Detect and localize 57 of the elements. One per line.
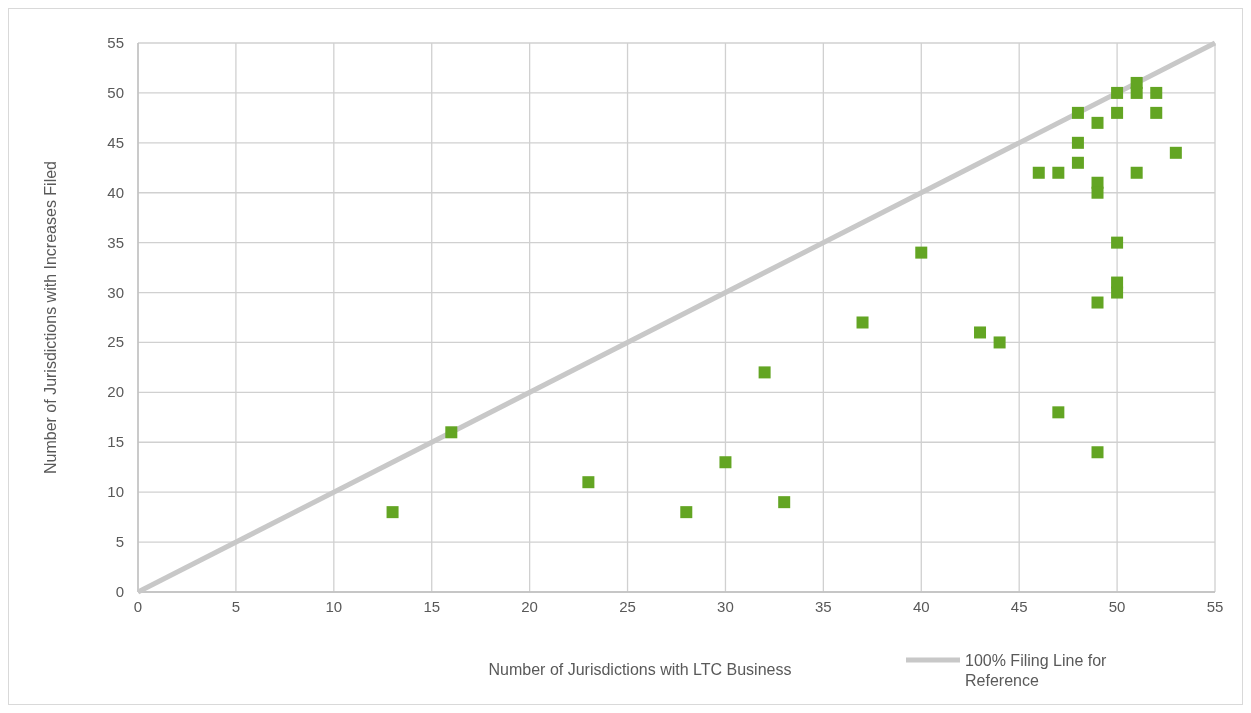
point [1091,446,1104,459]
point [1130,86,1143,99]
y-tick-label: 20 [107,383,124,401]
y-tick-label: 30 [107,283,124,301]
y-tick-label: 35 [107,233,124,251]
y-axis-title: Number of Jurisdictions with Increases Filed [42,160,59,475]
point [1071,156,1084,169]
y-tick-label: 10 [107,483,124,501]
y-tick-label: 25 [107,333,124,351]
legend-label: 100% Filing Line for Reference [965,652,1108,689]
point [1071,136,1084,149]
point [386,506,399,519]
point [856,316,869,329]
point [719,456,732,469]
point [1052,166,1065,179]
x-tick-label: 35 [815,598,832,615]
x-tick-label: 55 [1206,598,1224,615]
point [778,496,791,509]
point [1150,106,1163,119]
point [1111,106,1124,119]
y-tick-label: 0 [115,583,124,600]
x-tick-label: 25 [619,598,636,615]
x-tick-label: 10 [325,598,343,615]
point [974,326,987,339]
point [1130,166,1143,179]
y-tick-label: 50 [107,83,124,101]
point [1091,116,1104,129]
point [915,246,928,259]
x-tick-label: 50 [1108,598,1126,615]
point [1169,146,1182,159]
x-tick-label: 20 [521,598,538,615]
y-tick-label: 15 [107,433,124,451]
y-tick-label: 5 [115,533,124,551]
point [1091,296,1104,309]
point [1111,86,1124,99]
point [1052,406,1065,419]
x-tick-label: 45 [1010,598,1028,615]
x-tick-label: 40 [912,598,930,615]
point [993,336,1006,349]
point [1111,286,1124,299]
point [1150,86,1163,99]
x-tick-label: 30 [717,598,734,615]
point [1091,186,1104,199]
point [1032,166,1045,179]
x-tick-label: 5 [231,598,241,615]
point [1071,106,1084,119]
point [758,366,771,379]
y-tick-label: 55 [107,34,124,51]
point [582,476,595,489]
x-axis-title: Number of Jurisdictions with LTC Business [488,661,792,678]
point [680,506,693,519]
y-tick-label: 40 [107,183,124,201]
x-tick-label: 15 [423,598,441,615]
point [445,426,458,439]
point [1111,236,1124,249]
x-tick-label: 0 [133,598,143,615]
y-tick-label: 45 [107,133,124,151]
